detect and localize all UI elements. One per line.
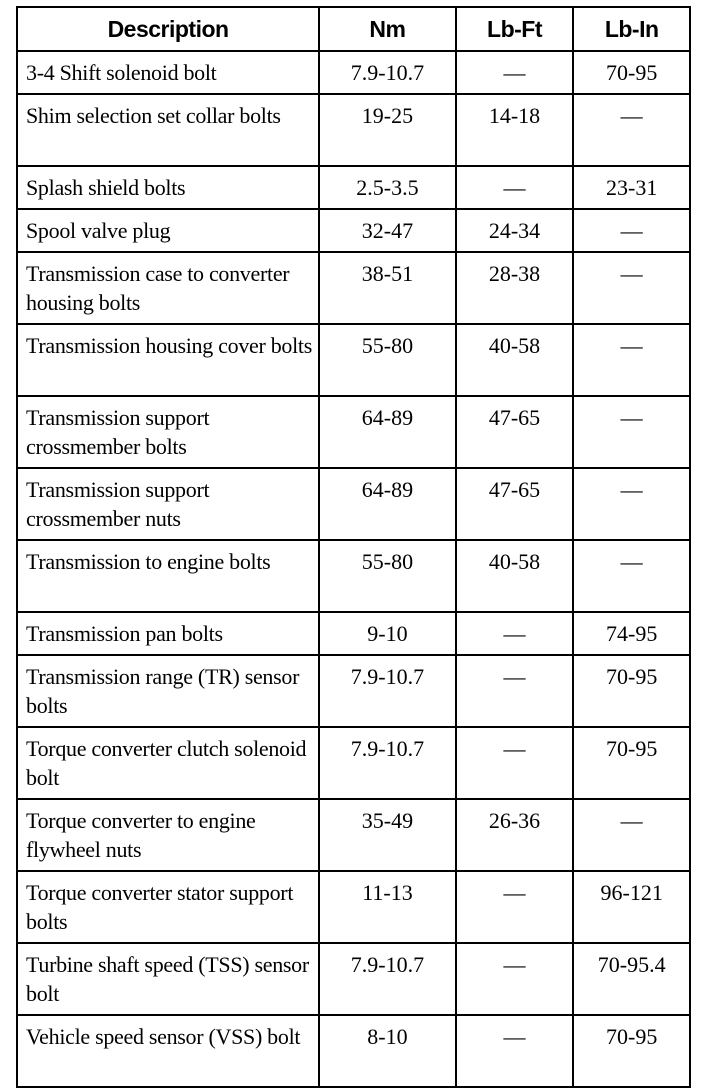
lb-in-cell: — [572, 539, 691, 613]
lb-ft-cell: 28-38 [454, 251, 575, 325]
lb-in-cell: 96-121 [572, 870, 691, 944]
description-cell: Transmission pan bolts [15, 611, 321, 656]
torque-spec-table: Description Nm Lb-Ft Lb-In 3-4 Shift sol… [15, 6, 691, 1088]
table-row: Turbine shaft speed (TSS) sensor bolt 7.9… [15, 942, 691, 1016]
description-cell: Torque converter stator support bolts [15, 870, 321, 944]
lb-in-cell: 70-95 [572, 1014, 691, 1088]
lb-ft-cell: — [454, 1014, 575, 1088]
table-row: Transmission pan bolts 9-10—74-95 [15, 611, 691, 656]
nm-cell: 55-80 [318, 539, 457, 613]
nm-cell: 55-80 [318, 323, 457, 397]
lb-ft-cell: — [454, 50, 575, 95]
description-cell: Splash shield bolts [15, 165, 321, 210]
nm-cell: 7.9-10.7 [318, 942, 457, 1016]
nm-cell: 64-89 [318, 467, 457, 541]
lb-in-cell: 70-95.4 [572, 942, 691, 1016]
lb-in-cell: — [572, 798, 691, 872]
table-row: Shim selection set collar bolts 19-25 14-1… [15, 93, 691, 167]
lb-in-cell: — [572, 93, 691, 167]
nm-cell: 35-49 [318, 798, 457, 872]
header-lb-in: Lb-In [572, 6, 691, 52]
lb-ft-cell: 14-18 [454, 93, 575, 167]
nm-cell: 64-89 [318, 395, 457, 469]
table-row: Transmission support crossmember nuts 64-… [15, 467, 691, 541]
lb-in-cell: 74-95 [572, 611, 691, 656]
description-cell: Transmission housing cover bolts [15, 323, 321, 397]
nm-cell: 7.9-10.7 [318, 50, 457, 95]
description-cell: Spool valve plug [15, 208, 321, 253]
lb-in-cell: — [572, 208, 691, 253]
description-cell: Shim selection set collar bolts [15, 93, 321, 167]
lb-ft-cell: 47-65 [454, 395, 575, 469]
description-cell: Turbine shaft speed (TSS) sensor bolt [15, 942, 321, 1016]
lb-in-cell: — [572, 395, 691, 469]
description-cell: 3-4 Shift solenoid bolt [15, 50, 321, 95]
table-row: Torque converter to engine flywheel nuts… [15, 798, 691, 872]
description-cell: Transmission case to converter housing b… [15, 251, 321, 325]
description-cell: Transmission support crossmember bolts [15, 395, 321, 469]
table-row: Spool valve plug 32-47 24-34— [15, 208, 691, 253]
lb-ft-cell: — [454, 165, 575, 210]
lb-ft-cell: — [454, 870, 575, 944]
lb-ft-cell: 40-58 [454, 323, 575, 397]
header-row: Description Nm Lb-Ft Lb-In [15, 6, 691, 52]
header-description: Description [15, 6, 321, 52]
table-row: Vehicle speed sensor (VSS) bolt 8-10—70-9… [15, 1014, 691, 1088]
lb-in-cell: — [572, 467, 691, 541]
table-row: Splash shield bolts 2.5-3.5—23-31 [15, 165, 691, 210]
lb-ft-cell: — [454, 654, 575, 728]
lb-ft-cell: 40-58 [454, 539, 575, 613]
lb-ft-cell: 24-34 [454, 208, 575, 253]
nm-cell: 19-25 [318, 93, 457, 167]
table-row: Transmission support crossmember bolts 64… [15, 395, 691, 469]
lb-in-cell: — [572, 251, 691, 325]
header-nm: Nm [318, 6, 457, 52]
lb-in-cell: 70-95 [572, 726, 691, 800]
nm-cell: 11-13 [318, 870, 457, 944]
lb-ft-cell: 26-36 [454, 798, 575, 872]
lb-in-cell: 23-31 [572, 165, 691, 210]
lb-in-cell: 70-95 [572, 654, 691, 728]
table-row: Transmission range (TR) sensor bolts 7.9-… [15, 654, 691, 728]
lb-ft-cell: 47-65 [454, 467, 575, 541]
table-row: Transmission to engine bolts 55-80 40-58— [15, 539, 691, 613]
nm-cell: 7.9-10.7 [318, 726, 457, 800]
table-row: Transmission housing cover bolts 55-80 40-… [15, 323, 691, 397]
nm-cell: 38-51 [318, 251, 457, 325]
lb-ft-cell: — [454, 942, 575, 1016]
table-row: Transmission case to converter housing b… [15, 251, 691, 325]
description-cell: Vehicle speed sensor (VSS) bolt [15, 1014, 321, 1088]
lb-in-cell: — [572, 323, 691, 397]
table-row: Torque converter stator support bolts 11-… [15, 870, 691, 944]
description-cell: Torque converter to engine flywheel nuts [15, 798, 321, 872]
header-lb-ft: Lb-Ft [454, 6, 575, 52]
description-cell: Transmission to engine bolts [15, 539, 321, 613]
nm-cell: 9-10 [318, 611, 457, 656]
lb-in-cell: 70-95 [572, 50, 691, 95]
table-row: Torque converter clutch solenoid bolt 7.9… [15, 726, 691, 800]
nm-cell: 8-10 [318, 1014, 457, 1088]
lb-ft-cell: — [454, 611, 575, 656]
nm-cell: 7.9-10.7 [318, 654, 457, 728]
nm-cell: 32-47 [318, 208, 457, 253]
lb-ft-cell: — [454, 726, 575, 800]
description-cell: Transmission support crossmember nuts [15, 467, 321, 541]
table-row: 3-4 Shift solenoid bolt 7.9-10.7—70-95 [15, 50, 691, 95]
nm-cell: 2.5-3.5 [318, 165, 457, 210]
description-cell: Torque converter clutch solenoid bolt [15, 726, 321, 800]
description-cell: Transmission range (TR) sensor bolts [15, 654, 321, 728]
